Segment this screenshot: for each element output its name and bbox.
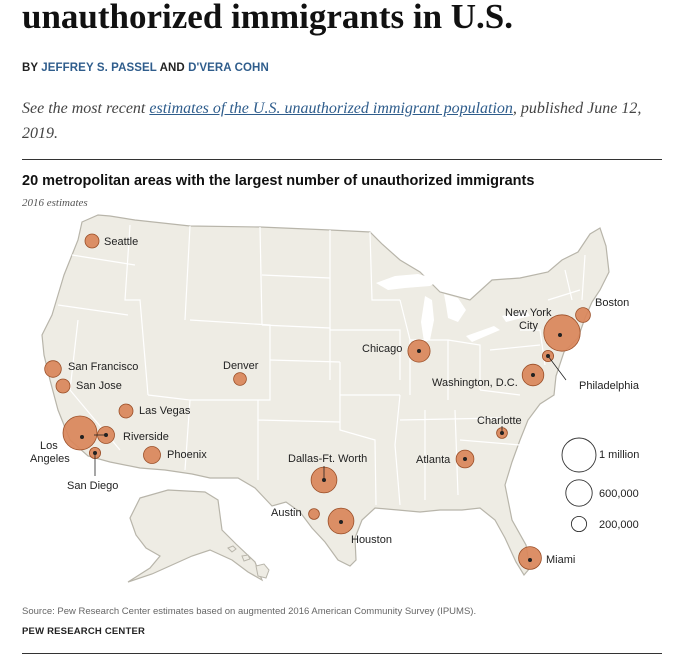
border-south [394,394,521,506]
hawaii-island-1 [227,545,237,553]
anchor-houston [338,520,343,525]
legend-circle-200k [570,515,588,533]
leader-philadelphia [547,355,567,381]
label-las-vegas: Las Vegas [139,405,191,417]
author-link-cohn[interactable]: D'VERA COHN [188,62,269,74]
label-los-angeles-line1: Los [40,440,58,452]
hawaii-island-3 [255,563,270,579]
label-los-angeles: Los Angeles [30,440,70,465]
label-atlanta: Atlanta [416,454,451,466]
anchor-charlotte [499,430,504,435]
note-text-after: , published June 12, 2019. [22,100,642,142]
chart-title: 20 metropolitan areas with the largest n… [22,173,535,189]
note-text-before: See the most recent [22,100,150,117]
map-land [41,214,610,583]
label-san-diego: San Diego [67,480,118,492]
bubble-las-vegas [118,403,134,419]
anchor-dallas [321,477,326,482]
legend-label-600k: 600,000 [599,488,639,500]
anchor-los-angeles [80,434,85,439]
label-chicago: Chicago [362,343,402,355]
author-link-passel[interactable]: JEFFREY S. PASSEL [41,62,157,74]
label-washington-dc: Washington, D.C. [432,377,518,389]
legend-circle-600k [565,479,593,507]
bubble-denver [233,372,247,386]
credit-line: PEW RESEARCH CENTER [22,626,146,637]
great-lakes [376,274,530,342]
anchor-chicago [416,348,421,353]
lake-huron [444,294,466,322]
alaska-land [127,489,264,583]
bubble-san-francisco [44,360,62,378]
anchor-new-york-city [558,332,563,337]
metro-labels: Seattle San Francisco San Jose Las Vegas… [30,236,640,566]
leader-lines [80,332,567,563]
state-borders [57,224,586,506]
label-seattle: Seattle [104,236,138,248]
headline: unauthorized immigrants in U.S. [22,0,514,36]
label-new-york-line1: New York [505,307,552,319]
label-new-york-city: New York City [505,307,552,332]
bubble-los-angeles [62,415,98,451]
label-houston: Houston [351,534,392,546]
estimates-link[interactable]: estimates of the U.S. unauthorized immig… [149,100,513,117]
lake-ontario [502,310,530,322]
bubble-boston [575,307,591,323]
label-new-york-line2: City [519,320,538,332]
anchor-san-diego [93,450,98,455]
label-los-angeles-line2: Angeles [30,453,70,465]
us-contiguous-land [41,214,610,577]
top-divider [22,159,662,160]
anchor-washington-dc [531,372,536,377]
label-phoenix: Phoenix [167,449,207,461]
bubble-san-jose [55,378,71,394]
legend-label-200k: 200,000 [599,519,639,531]
source-note: Source: Pew Research Center estimates ba… [22,606,477,617]
label-san-jose: San Jose [76,380,122,392]
hawaii-island-2 [241,554,251,562]
metro-bubbles [44,233,591,570]
lake-erie [466,326,500,342]
lake-michigan [421,296,434,342]
bubble-new-york-city [543,314,581,352]
bubble-seattle [84,233,100,249]
anchor-atlanta [462,456,467,461]
byline-prefix: BY [22,62,38,74]
update-note: See the most recent estimates of the U.S… [22,96,662,146]
label-san-francisco: San Francisco [68,361,138,373]
lake-superior [376,274,440,290]
anchor-riverside [104,432,109,437]
chart-subtitle: 2016 estimates [22,197,88,209]
bottom-divider [22,653,662,654]
legend-label-1m: 1 million [599,449,639,461]
label-dallas-ft-worth: Dallas-Ft. Worth [288,453,367,465]
label-boston: Boston [595,297,629,309]
label-riverside: Riverside [123,431,169,443]
bubble-phoenix [143,446,161,464]
border-central [329,230,401,506]
label-charlotte: Charlotte [477,415,522,427]
label-philadelphia: Philadelphia [579,380,640,392]
anchor-philadelphia [546,353,551,358]
bubble-austin [308,508,320,520]
border-west-2 [147,225,271,471]
legend-circle-1m [561,437,597,473]
byline-conjunction: AND [159,62,185,74]
border-midwest [369,231,481,400]
border-east [479,254,586,396]
label-denver: Denver [223,360,259,372]
byline: BY JEFFREY S. PASSEL AND D'VERA COHN [22,62,269,74]
label-miami: Miami [546,554,575,566]
size-legend: 1 million 600,000 200,000 [561,437,639,533]
anchor-miami [528,558,533,563]
border-west-1 [57,224,149,451]
label-austin: Austin [271,507,302,519]
